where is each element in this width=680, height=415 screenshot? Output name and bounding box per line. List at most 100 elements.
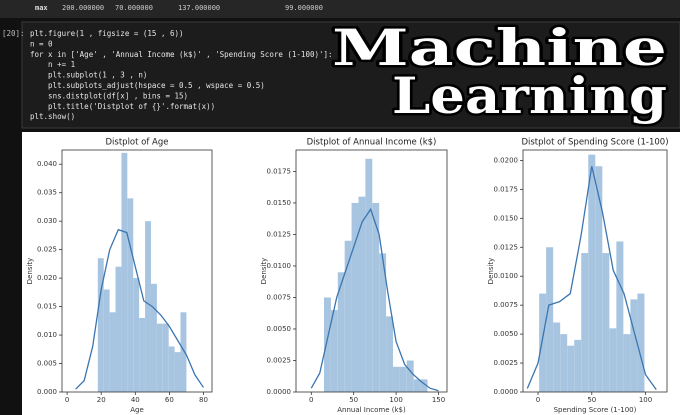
code-line: sns.distplot(df[x] , bins = 15)	[30, 91, 188, 100]
y-tick-label: 0.0125	[267, 230, 292, 238]
code-line: plt.subplot(1 , 3 , n)	[30, 71, 147, 80]
x-tick-label: 50	[349, 396, 358, 404]
y-tick-label: 0.0000	[494, 388, 519, 396]
histogram-bar	[150, 283, 157, 392]
histogram-bar	[365, 158, 373, 392]
y-tick-label: 0.030	[37, 217, 57, 225]
y-tick-label: 0.0175	[267, 167, 292, 175]
code-line: plt.subplots_adjust(hspace = 0.5 , wspac…	[30, 81, 265, 90]
histogram-bar	[609, 328, 617, 392]
row-label: max	[35, 4, 48, 12]
y-tick-label: 0.0100	[494, 272, 519, 280]
x-axis-label: Age	[130, 406, 144, 414]
chart: 0.0000 0.0025 0.0050 0.0075 0.0100 0.0125 0.01…	[260, 138, 448, 414]
histogram-bar	[420, 379, 428, 392]
histogram-bar	[121, 152, 128, 392]
y-tick-label: 0.0125	[494, 243, 519, 251]
code-line: plt.show()	[30, 112, 75, 121]
x-axis-label: Spending Score (1-100)	[554, 406, 637, 414]
chart: 0.0000 0.0025 0.0050 0.0075 0.0100 0.0125 0.01…	[487, 138, 669, 415]
histogram-bar	[616, 241, 624, 392]
y-tick-label: 0.000	[37, 388, 57, 396]
y-tick-label: 0.005	[37, 360, 57, 368]
chart-title: Distplot of Spending Score (1-100)	[521, 138, 668, 148]
x-tick-label: 40	[131, 396, 140, 404]
y-tick-label: 0.0175	[494, 185, 519, 193]
y-tick-label: 0.010	[37, 331, 57, 339]
y-tick-label: 0.0050	[494, 330, 519, 338]
code-line: n = 0	[30, 39, 53, 48]
y-tick-label: 0.020	[37, 274, 57, 282]
code-line: plt.figure(1 , figsize = (15 , 6))	[30, 29, 184, 38]
histogram-bar	[358, 196, 366, 392]
plot-frame	[522, 149, 668, 393]
plot-frame	[295, 149, 448, 393]
y-tick-label: 0.0100	[267, 262, 292, 270]
code-line: for x in ['Age' , 'Annual Income (k$)' ,…	[30, 50, 333, 59]
y-tick-label: 0.035	[37, 189, 57, 197]
histogram-bar	[379, 253, 387, 392]
x-tick-label: 60	[165, 396, 174, 404]
histogram-bar	[344, 240, 352, 392]
histogram-bar	[546, 247, 554, 392]
y-tick-label: 0.025	[37, 246, 57, 254]
x-tick-label: 100	[389, 396, 402, 404]
histogram-bar	[115, 266, 122, 392]
chart-title: Distplot of Age	[106, 138, 169, 148]
histogram-bar	[581, 253, 589, 392]
code-cell[interactable]	[21, 21, 680, 129]
histogram-bar	[103, 289, 110, 392]
plot-frame	[61, 149, 213, 393]
histogram-bar	[602, 253, 610, 392]
histogram-bar	[574, 339, 582, 392]
y-tick-label: 0.015	[37, 303, 57, 311]
overlay-title: Machine	[332, 18, 667, 77]
histogram-bar	[399, 366, 407, 392]
histogram-bar	[623, 334, 631, 392]
histogram-bar	[406, 360, 414, 392]
y-axis-label: Density	[26, 258, 34, 285]
histogram-bar	[539, 293, 547, 392]
code-line: n += 1	[30, 60, 75, 69]
histogram-bar	[127, 198, 134, 392]
histogram-bar	[413, 379, 421, 392]
x-tick-label: 0	[65, 396, 69, 404]
histogram-bar	[330, 310, 338, 392]
y-tick-label: 0.0200	[494, 156, 519, 164]
y-tick-label: 0.040	[37, 160, 57, 168]
histogram-bar	[351, 202, 359, 392]
x-tick-label: 100	[639, 396, 652, 404]
histogram-bar	[323, 297, 331, 392]
y-tick-label: 0.0025	[494, 359, 519, 367]
x-axis-label: Annual Income (k$)	[337, 406, 406, 414]
code-block: plt.figure(1 , figsize = (15 , 6))n = 0 f…	[30, 29, 333, 121]
x-tick-label: 50	[587, 396, 596, 404]
histogram-bar	[553, 322, 561, 392]
charts: 0.000 0.005 0.010 0.015 0.020 0.025 0.030 0.035…	[26, 138, 669, 415]
histogram-bar	[567, 345, 575, 392]
x-tick-label: 0	[309, 396, 313, 404]
histogram-bar	[174, 352, 181, 392]
code-line: plt.title('Distplot of {}'.format(x))	[30, 102, 215, 111]
histogram-bar	[588, 154, 596, 392]
histogram-bar	[168, 346, 175, 392]
density-curve	[310, 207, 439, 392]
y-tick-label: 0.0150	[494, 214, 519, 222]
histogram-bar	[392, 366, 400, 392]
chart: 0.000 0.005 0.010 0.015 0.020 0.025 0.030 0.035…	[26, 138, 213, 414]
histogram-bar	[386, 316, 393, 392]
histogram-bar	[109, 312, 116, 392]
table-cell: 99.000000	[285, 4, 323, 12]
histogram-bar	[337, 272, 345, 392]
histogram-bar	[595, 166, 603, 392]
x-tick-label: 20	[97, 396, 106, 404]
histogram-bar	[372, 202, 380, 392]
histogram-bar	[630, 299, 638, 392]
y-tick-label: 0.0075	[267, 293, 292, 301]
histogram-bar	[145, 221, 151, 392]
histogram-bar	[97, 258, 104, 392]
chart-title: Distplot of Annual Income (k$)	[307, 138, 437, 148]
table-row-band	[0, 0, 680, 18]
cell-prompt: [20]:	[2, 29, 25, 38]
